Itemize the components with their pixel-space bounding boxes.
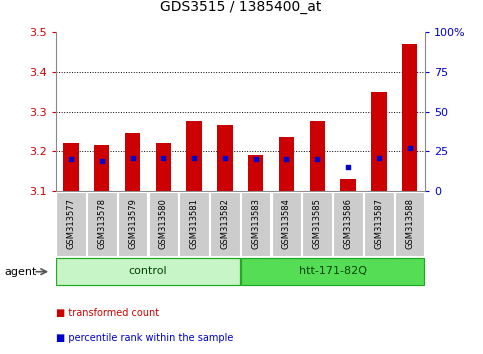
Point [344, 165, 352, 170]
Text: GSM313580: GSM313580 [159, 199, 168, 249]
Point [221, 155, 229, 161]
Bar [186, 121, 202, 191]
Text: GSM313588: GSM313588 [405, 198, 414, 250]
FancyBboxPatch shape [241, 258, 425, 285]
Text: ■ percentile rank within the sample: ■ percentile rank within the sample [56, 333, 233, 343]
FancyBboxPatch shape [364, 193, 394, 256]
Bar [310, 121, 325, 191]
Bar [125, 133, 140, 191]
Text: GSM313586: GSM313586 [343, 198, 353, 250]
Point [283, 156, 290, 162]
FancyBboxPatch shape [56, 193, 85, 256]
Point [313, 156, 321, 162]
FancyBboxPatch shape [241, 193, 270, 256]
FancyBboxPatch shape [118, 193, 147, 256]
FancyBboxPatch shape [210, 193, 240, 256]
Text: GSM313583: GSM313583 [251, 198, 260, 250]
FancyBboxPatch shape [179, 193, 209, 256]
Text: control: control [128, 266, 167, 276]
Bar [156, 143, 171, 191]
Text: GSM313577: GSM313577 [67, 198, 75, 250]
Text: GSM313579: GSM313579 [128, 199, 137, 249]
Text: GSM313582: GSM313582 [220, 199, 229, 249]
Point [67, 156, 75, 162]
Point [406, 145, 413, 151]
Text: GSM313584: GSM313584 [282, 199, 291, 249]
Text: ■ transformed count: ■ transformed count [56, 308, 159, 318]
Text: GDS3515 / 1385400_at: GDS3515 / 1385400_at [159, 0, 321, 14]
Text: GSM313585: GSM313585 [313, 199, 322, 249]
Bar [371, 92, 386, 191]
FancyBboxPatch shape [149, 193, 178, 256]
Bar [402, 44, 417, 191]
FancyBboxPatch shape [272, 193, 301, 256]
Text: agent: agent [5, 267, 37, 277]
Bar [63, 143, 79, 191]
FancyBboxPatch shape [87, 193, 116, 256]
Text: GSM313587: GSM313587 [374, 198, 384, 250]
Bar [94, 145, 110, 191]
Bar [341, 179, 356, 191]
Point [375, 155, 383, 161]
FancyBboxPatch shape [302, 193, 332, 256]
Point [98, 158, 106, 164]
Text: htt-171-82Q: htt-171-82Q [298, 266, 367, 276]
Bar [279, 137, 294, 191]
Point [252, 156, 259, 162]
Point [159, 155, 167, 161]
Text: GSM313578: GSM313578 [97, 198, 106, 250]
Text: GSM313581: GSM313581 [190, 199, 199, 249]
Point [128, 155, 136, 161]
Bar [217, 125, 233, 191]
FancyBboxPatch shape [333, 193, 363, 256]
Point [190, 155, 198, 161]
FancyBboxPatch shape [395, 193, 425, 256]
Bar [248, 155, 263, 191]
FancyBboxPatch shape [56, 258, 240, 285]
